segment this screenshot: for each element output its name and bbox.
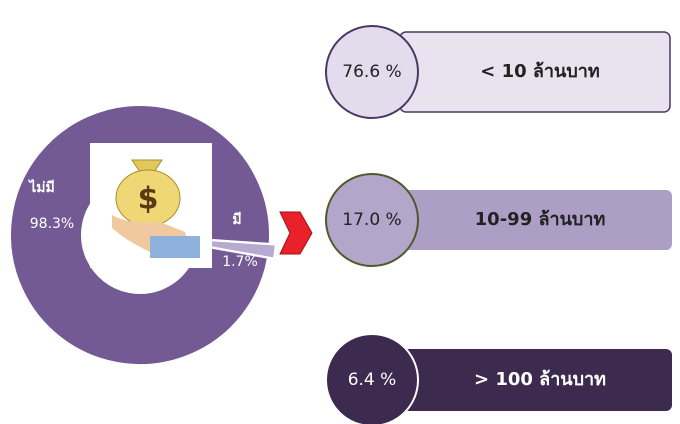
dollar: $ [138, 182, 159, 217]
callout-percent: 76.6 % [342, 62, 401, 82]
callout-label: 10-99 ล้านบาท [475, 209, 606, 230]
callout-circle [325, 25, 419, 119]
callout-box [400, 190, 672, 250]
callout-circle [325, 333, 419, 424]
arrow [279, 211, 313, 255]
slice-value: 1.7% [222, 254, 258, 270]
callout-label: < 10 ล้านบาท [480, 61, 600, 82]
callouts: 76.6 % < 10 ล้านบาท 17.0 % 10-99 ล้านบาท 6.4… [325, 25, 672, 424]
callout-circle [325, 173, 419, 267]
slice-label: มี [232, 212, 241, 228]
sleeve [150, 236, 200, 258]
slice-value: 98.3% [30, 216, 74, 232]
callout-percent: 17.0 % [342, 210, 401, 230]
callout-label: > 100 ล้านบาท [474, 369, 606, 390]
slice-label: ไม่มี [27, 178, 55, 196]
callout-box [400, 349, 672, 411]
callout-percent: 6.4 % [348, 370, 397, 390]
money-icon: $ [90, 143, 212, 268]
